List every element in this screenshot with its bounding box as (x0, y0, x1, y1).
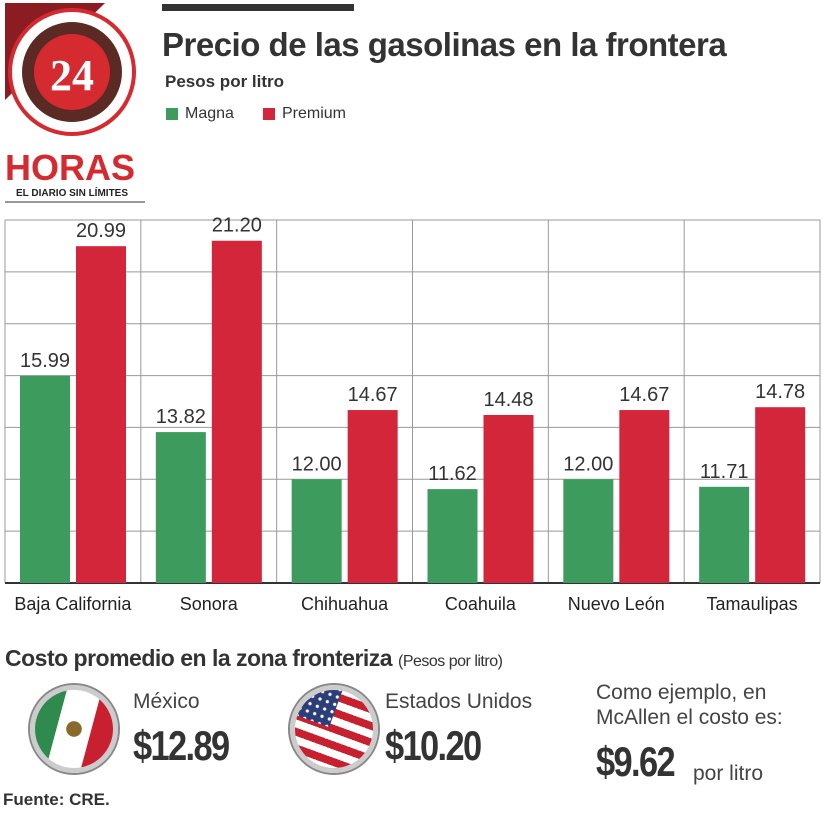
bar-magna (20, 375, 70, 583)
svg-text:24: 24 (50, 51, 94, 100)
data-label: 12.00 (292, 453, 342, 475)
chart-title: Precio de las gasolinas en la frontera (162, 26, 727, 63)
example-text-2: McAllen el costo es: (596, 706, 783, 729)
summary-unit: (Pesos por litro) (398, 653, 503, 670)
logo-graphic: 24 HORAS EL DIARIO SIN LÍMITES (5, 3, 145, 203)
legend-swatch-magna (166, 108, 178, 120)
category-label: Tamaulipas (707, 594, 798, 614)
bar-magna (699, 486, 750, 583)
legend-label: Premium (282, 105, 347, 122)
bar-magna (563, 479, 614, 583)
source-note: Fuente: CRE. (3, 790, 110, 809)
category-label: Sonora (180, 594, 239, 614)
data-label: 11.71 (700, 461, 749, 483)
legend-premium: Premium (263, 105, 346, 123)
svg-text:HORAS: HORAS (5, 147, 135, 188)
data-label: 20.99 (76, 220, 126, 242)
example-text-1: Como ejemplo, en (596, 681, 767, 704)
legend-magna: Magna (166, 105, 234, 123)
data-label: 15.99 (20, 350, 70, 372)
data-label: 14.67 (619, 384, 669, 406)
bar-premium (483, 414, 534, 583)
example-price: $9.62 (596, 738, 676, 785)
bar-premium (76, 246, 126, 583)
mexico-price: $12.89 (133, 722, 230, 769)
bar-premium (211, 240, 262, 583)
mexico-flag-icon (30, 685, 118, 773)
bar-premium (347, 410, 398, 583)
data-label: 11.62 (428, 463, 477, 485)
category-label: Chihuahua (301, 594, 389, 614)
category-label: Nuevo León (568, 594, 665, 614)
category-label: Baja California (14, 594, 132, 614)
bar-magna (155, 432, 206, 583)
chart-subtitle: Pesos por litro (165, 72, 285, 91)
top-bar (162, 4, 354, 11)
data-label: 14.48 (483, 389, 533, 411)
data-label: 13.82 (156, 406, 206, 428)
mexico-label: México (133, 690, 200, 713)
example-unit: por litro (693, 762, 764, 785)
data-label: 14.67 (348, 384, 398, 406)
legend-swatch-premium (263, 108, 275, 120)
summary-title: Costo promedio en la zona fronteriza (Pe… (5, 645, 503, 671)
legend-label: Magna (185, 105, 234, 122)
data-label: 21.20 (212, 215, 262, 237)
bar-magna (291, 479, 342, 583)
logo: 24 HORAS EL DIARIO SIN LÍMITES (0, 0, 150, 205)
usa-flag-icon (290, 685, 378, 773)
bar-premium (755, 407, 806, 583)
data-label: 14.78 (755, 381, 805, 403)
usa-label: Estados Unidos (385, 690, 533, 713)
bar-premium (619, 410, 670, 583)
bar-chart: 15.99 20.99 Baja California 13.82 21.20 Sonor… (4, 215, 821, 614)
category-label: Coahuila (445, 594, 517, 614)
data-label: 12.00 (563, 453, 613, 475)
bar-magna (427, 489, 478, 583)
svg-text:EL DIARIO SIN LÍMITES: EL DIARIO SIN LÍMITES (16, 186, 128, 199)
usa-price: $10.20 (385, 722, 482, 769)
